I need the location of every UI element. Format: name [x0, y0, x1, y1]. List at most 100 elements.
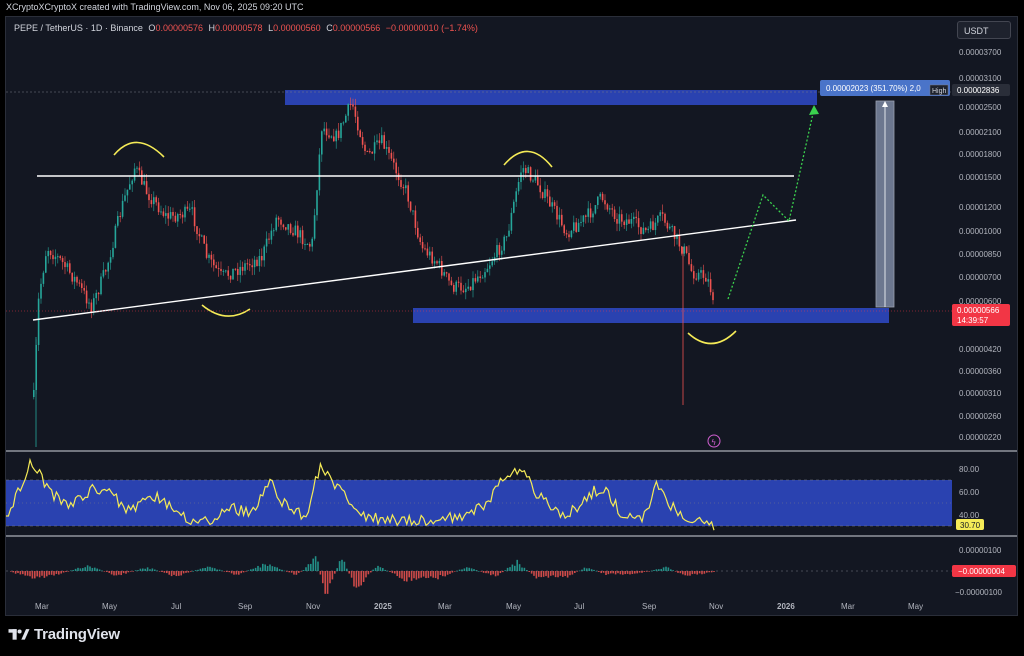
candle-body — [594, 205, 597, 214]
candle-body — [671, 226, 673, 228]
candle-body — [563, 225, 565, 234]
macd-bar — [504, 570, 506, 571]
tradingview-logo[interactable]: TradingView — [8, 626, 120, 643]
macd-bar — [377, 565, 379, 571]
macd-bar — [574, 571, 576, 573]
macd-bar — [518, 564, 521, 571]
candle-body — [666, 222, 669, 229]
candle-body — [486, 268, 489, 273]
candle-body — [513, 201, 515, 213]
macd-bar — [701, 571, 703, 575]
time-axis[interactable]: Mar May Jul Sep Nov 2025 Mar May Jul Sep Nov 2026 Ma… — [35, 602, 923, 611]
ascending-trendline[interactable] — [32, 219, 797, 321]
macd-bar — [566, 571, 569, 578]
candle-body — [193, 207, 196, 227]
time-tick: 2026 — [777, 602, 795, 611]
time-tick: Jul — [574, 602, 584, 611]
macd-bar — [708, 571, 710, 573]
macd-bar — [655, 569, 658, 571]
candle-body — [597, 196, 599, 206]
event-icon[interactable] — [707, 434, 721, 448]
candle-body — [529, 167, 532, 181]
macd-bar — [194, 570, 197, 571]
candle-body — [505, 236, 508, 238]
macd-bar — [62, 571, 65, 573]
candle-body — [373, 142, 376, 154]
currency-button[interactable]: USDT — [957, 21, 1011, 39]
macd-bar — [103, 571, 106, 572]
candle-body — [285, 227, 287, 230]
price-tick: 0.00002100 — [959, 128, 1002, 137]
candle-body — [520, 172, 522, 182]
candle-body — [292, 232, 294, 236]
chart-panel[interactable]: 0.00002023 (351.70%) 2,0 ϟ 0.00003700 0.0… — [5, 16, 1018, 616]
macd-bar — [269, 564, 271, 571]
candle-body — [95, 292, 97, 299]
candle-body — [381, 135, 383, 144]
time-tick: 2025 — [374, 602, 392, 611]
candle-body — [189, 208, 191, 210]
macd-bar — [684, 571, 686, 576]
macd-bar — [223, 571, 226, 572]
macd-bar — [290, 571, 293, 573]
macd-histogram — [10, 556, 715, 594]
macd-bar — [365, 571, 367, 578]
macd-bar — [362, 571, 365, 582]
candle-body — [385, 147, 388, 149]
macd-bar — [98, 569, 101, 571]
candle-body — [205, 243, 208, 258]
macd-bar — [528, 571, 530, 572]
top-credit-bar: XCryptoXCryptoX created with TradingView… — [0, 0, 1024, 16]
candle-body — [659, 212, 661, 216]
candle-body — [311, 238, 313, 247]
macd-bar — [422, 571, 425, 577]
candle-body — [695, 278, 697, 280]
support-zone[interactable] — [413, 308, 889, 323]
candle-body — [635, 216, 637, 219]
candle-body — [697, 272, 700, 280]
candle-body — [225, 270, 227, 272]
arc-bottom-left — [201, 304, 251, 317]
candle-body — [119, 216, 121, 218]
candle-body — [109, 257, 112, 263]
macd-bar — [382, 568, 384, 571]
macd-bar — [605, 571, 607, 575]
candle-body — [222, 270, 225, 272]
macd-bar — [329, 571, 331, 584]
resistance-zone[interactable] — [285, 90, 817, 105]
macd-bar — [48, 571, 50, 575]
candle-body — [301, 230, 304, 245]
candle-body — [52, 255, 54, 260]
macd-bar — [576, 571, 578, 572]
macd-bar — [492, 571, 494, 575]
candle-body — [709, 279, 712, 293]
candle-body — [33, 390, 35, 397]
candle-body — [690, 264, 693, 272]
candle-body — [685, 246, 688, 253]
macd-bar — [283, 570, 286, 572]
macd-bar — [554, 571, 557, 578]
chart-canvas[interactable]: 0.00002023 (351.70%) 2,0 ϟ 0.000037000.0… — [6, 17, 1018, 616]
candle-body — [299, 230, 301, 238]
macd-bar — [646, 571, 648, 572]
candle-body — [496, 245, 498, 258]
candle-body — [419, 237, 421, 243]
macd-bar — [312, 558, 314, 571]
candle-body — [369, 151, 371, 153]
price-axis[interactable]: 0.00003700 0.00003100 0.00002500 0.00002100… — [959, 48, 1002, 442]
candle-body — [702, 270, 705, 278]
candle-body — [688, 252, 690, 265]
macd-bar — [209, 566, 211, 571]
candle-body — [712, 292, 714, 301]
candle-body — [345, 115, 347, 123]
candle-body — [453, 284, 455, 292]
candle-body — [592, 213, 594, 218]
candle-body — [268, 238, 270, 240]
symbol-legend[interactable]: PEPE / TetherUS · 1D · Binance O0.000005… — [14, 23, 481, 33]
candle-body — [153, 197, 155, 205]
macd-bar — [665, 566, 667, 571]
candle-body — [589, 208, 592, 218]
price-tick: 0.00003700 — [959, 48, 1002, 57]
macd-bar — [242, 571, 245, 573]
macd-bar — [170, 571, 173, 577]
